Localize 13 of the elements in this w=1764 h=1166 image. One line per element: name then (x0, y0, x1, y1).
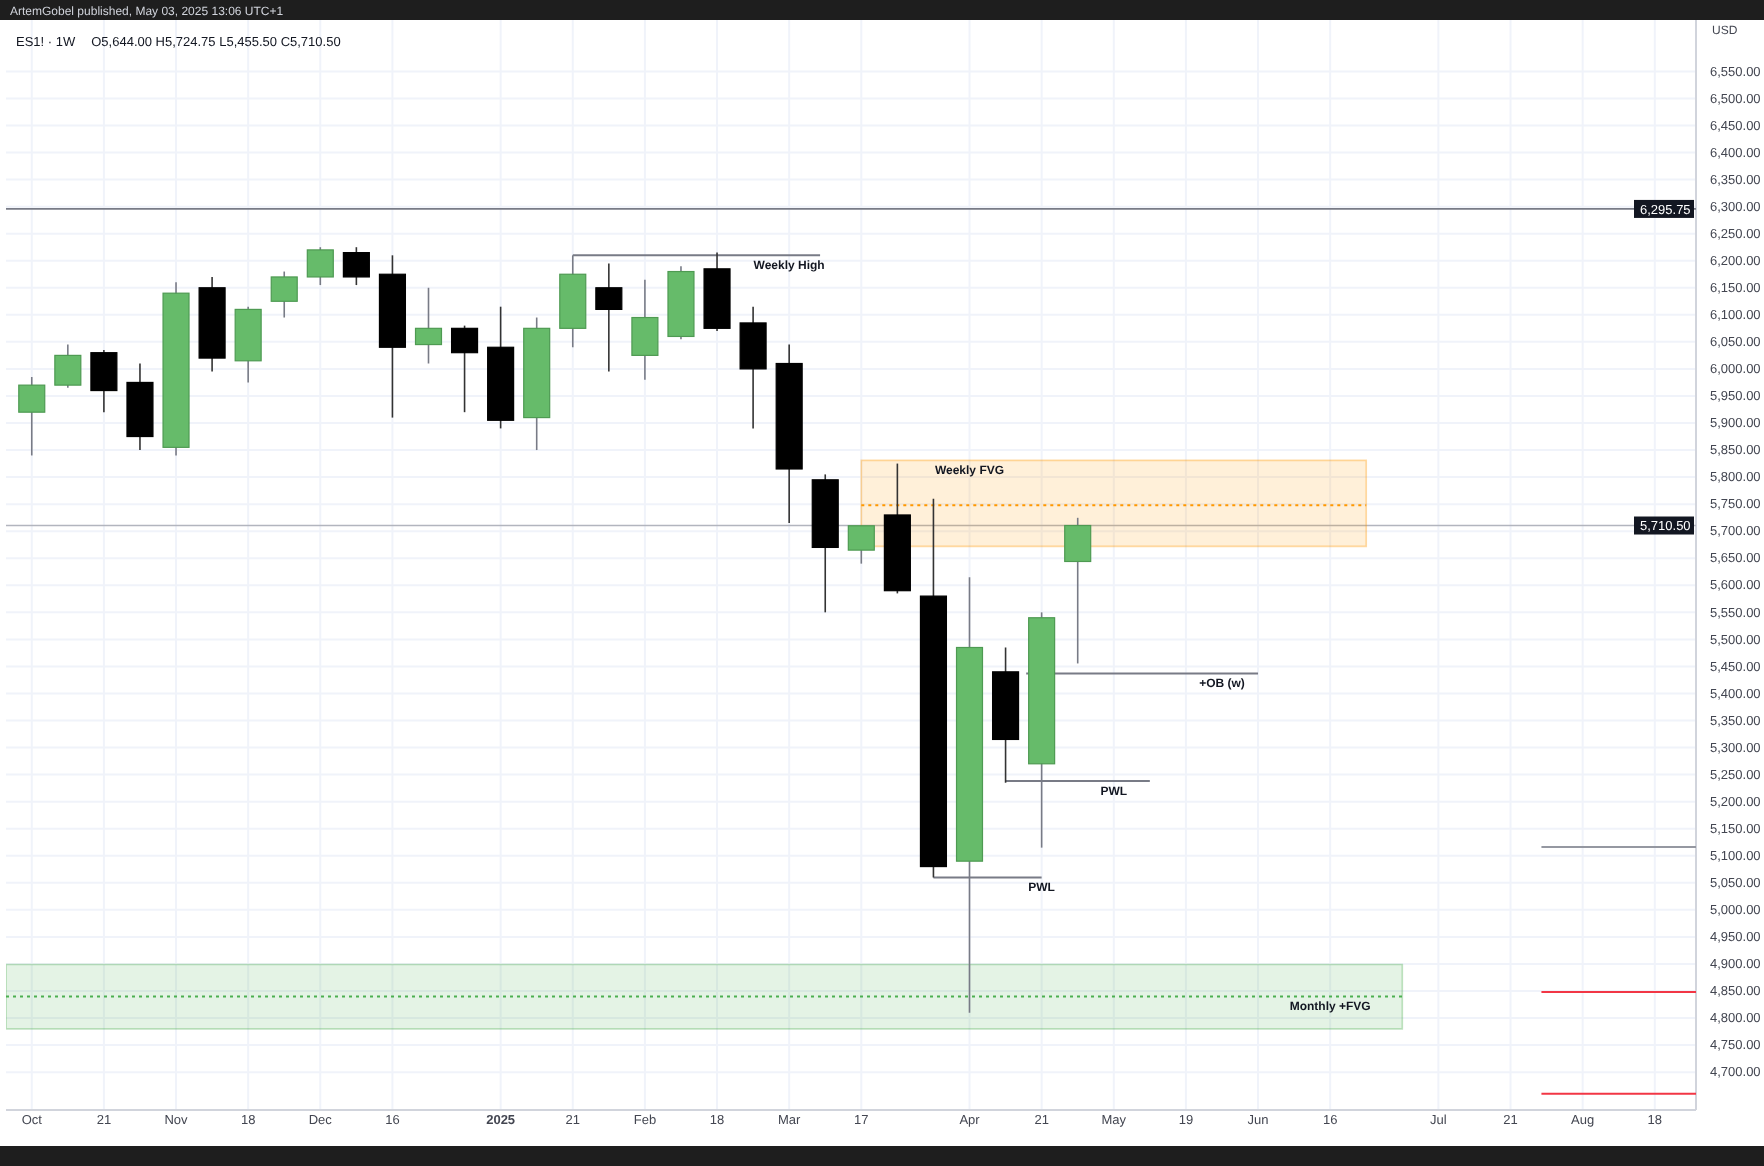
candlestick (450, 324, 479, 413)
candlestick (342, 246, 370, 286)
candlestick (54, 343, 82, 389)
candlestick (595, 262, 623, 373)
candlestick (18, 376, 46, 457)
candlestick (739, 305, 767, 430)
candlestick (847, 524, 875, 565)
candlestick (270, 270, 298, 319)
candlestick (306, 246, 334, 286)
candlestick (414, 286, 443, 365)
candlestick (90, 349, 118, 413)
candlestick (1064, 517, 1092, 665)
candlestick (631, 278, 659, 381)
